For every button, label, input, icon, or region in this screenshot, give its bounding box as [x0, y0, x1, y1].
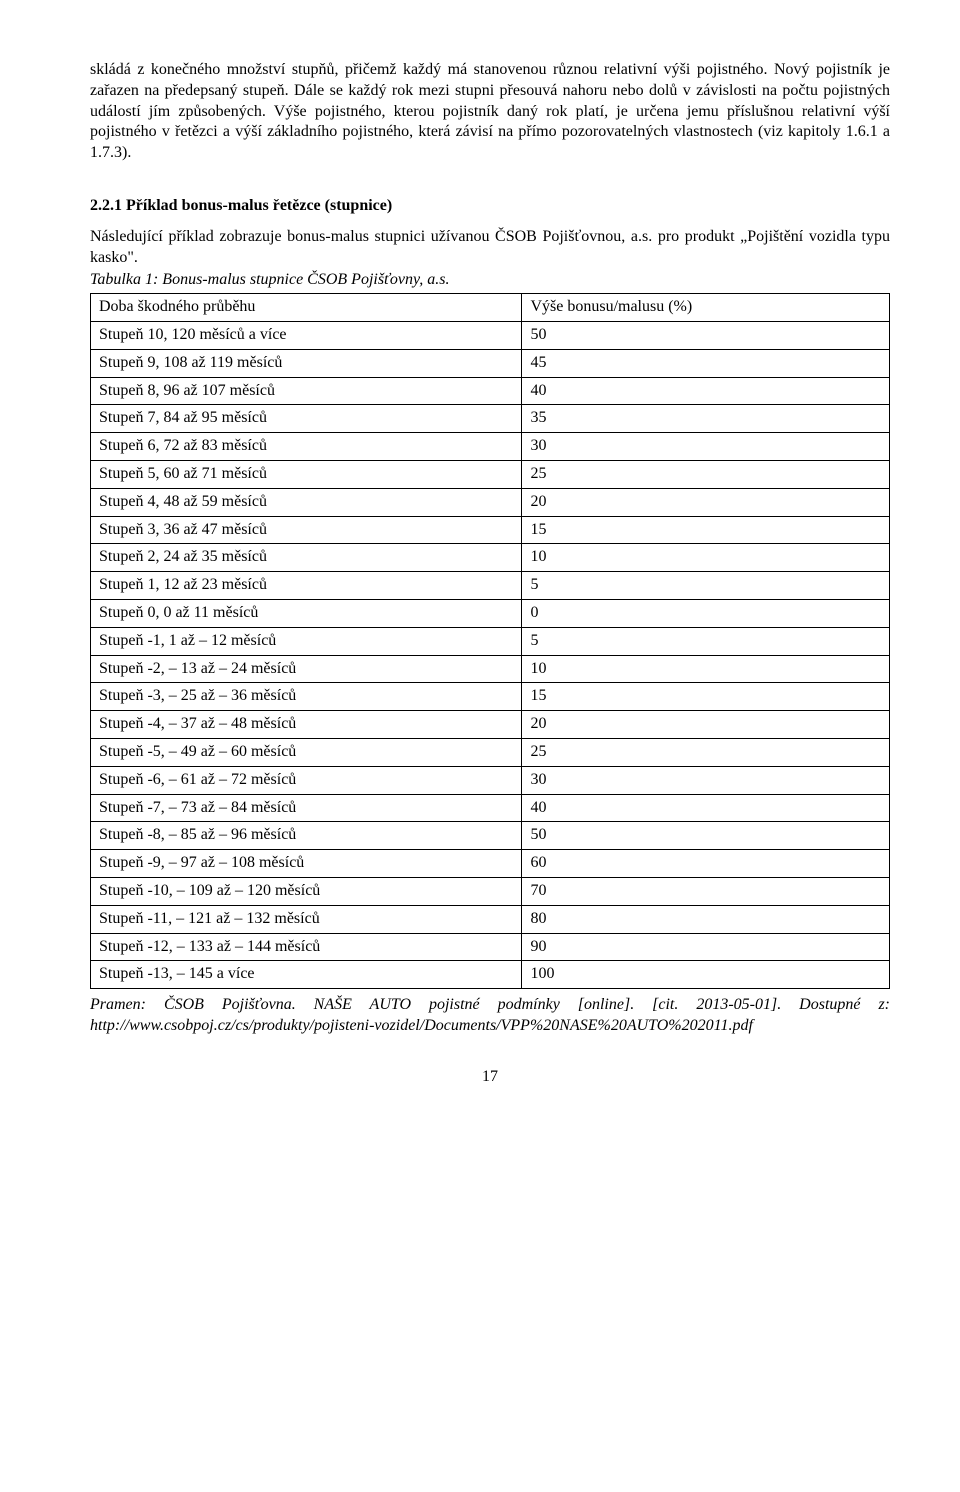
table-cell-value: 0	[522, 599, 890, 627]
table-cell-period: Stupeň 6, 72 až 83 měsíců	[91, 433, 522, 461]
table-cell-period: Stupeň 9, 108 až 119 měsíců	[91, 349, 522, 377]
table-cell-period: Stupeň 2, 24 až 35 měsíců	[91, 544, 522, 572]
table-row: Stupeň -1, 1 až – 12 měsíců5	[91, 627, 890, 655]
table-cell-value: 15	[522, 516, 890, 544]
page-number: 17	[90, 1067, 890, 1088]
table-cell-value: 90	[522, 933, 890, 961]
table-cell-value: 25	[522, 738, 890, 766]
table-cell-period: Stupeň -5, – 49 až – 60 měsíců	[91, 738, 522, 766]
table-cell-period: Stupeň 4, 48 až 59 měsíců	[91, 488, 522, 516]
table-cell-value: 60	[522, 850, 890, 878]
table-header-value: Výše bonusu/malusu (%)	[522, 294, 890, 322]
table-cell-period: Stupeň -13, – 145 a více	[91, 961, 522, 989]
table-caption: Tabulka 1: Bonus-malus stupnice ČSOB Poj…	[90, 270, 890, 291]
intro-paragraph: skládá z konečného množství stupňů, přič…	[90, 60, 890, 164]
table-cell-period: Stupeň -8, – 85 až – 96 měsíců	[91, 822, 522, 850]
table-cell-period: Stupeň 5, 60 až 71 měsíců	[91, 460, 522, 488]
table-cell-value: 5	[522, 627, 890, 655]
table-row: Stupeň -7, – 73 až – 84 měsíců40	[91, 794, 890, 822]
table-cell-value: 10	[522, 544, 890, 572]
table-cell-value: 30	[522, 433, 890, 461]
table-cell-period: Stupeň -12, – 133 až – 144 měsíců	[91, 933, 522, 961]
table-cell-period: Stupeň -1, 1 až – 12 měsíců	[91, 627, 522, 655]
table-cell-period: Stupeň 1, 12 až 23 měsíců	[91, 572, 522, 600]
table-cell-value: 70	[522, 877, 890, 905]
table-cell-value: 20	[522, 711, 890, 739]
table-cell-period: Stupeň 7, 84 až 95 měsíců	[91, 405, 522, 433]
table-row: Stupeň -3, – 25 až – 36 měsíců15	[91, 683, 890, 711]
table-row: Stupeň 10, 120 měsíců a více50	[91, 321, 890, 349]
table-cell-period: Stupeň -3, – 25 až – 36 měsíců	[91, 683, 522, 711]
table-row: Stupeň 1, 12 až 23 měsíců5	[91, 572, 890, 600]
table-cell-period: Stupeň -2, – 13 až – 24 měsíců	[91, 655, 522, 683]
table-row: Stupeň 0, 0 až 11 měsíců0	[91, 599, 890, 627]
table-cell-period: Stupeň 0, 0 až 11 měsíců	[91, 599, 522, 627]
table-row: Stupeň -10, – 109 až – 120 měsíců70	[91, 877, 890, 905]
table-cell-value: 15	[522, 683, 890, 711]
table-row: Stupeň -12, – 133 až – 144 měsíců90	[91, 933, 890, 961]
table-cell-period: Stupeň -7, – 73 až – 84 měsíců	[91, 794, 522, 822]
table-cell-value: 45	[522, 349, 890, 377]
table-row: Stupeň 8, 96 až 107 měsíců40	[91, 377, 890, 405]
table-cell-value: 20	[522, 488, 890, 516]
table-row: Stupeň 5, 60 až 71 měsíců25	[91, 460, 890, 488]
table-cell-value: 5	[522, 572, 890, 600]
table-cell-period: Stupeň 3, 36 až 47 měsíců	[91, 516, 522, 544]
table-cell-value: 35	[522, 405, 890, 433]
citation: Pramen: ČSOB Pojišťovna. NAŠE AUTO pojis…	[90, 995, 890, 1037]
table-cell-value: 50	[522, 822, 890, 850]
table-row: Stupeň 3, 36 až 47 měsíců15	[91, 516, 890, 544]
table-header-period: Doba škodného průběhu	[91, 294, 522, 322]
table-cell-period: Stupeň -9, – 97 až – 108 měsíců	[91, 850, 522, 878]
section-heading: 2.2.1 Příklad bonus-malus řetězce (stupn…	[90, 196, 890, 217]
table-row: Stupeň -9, – 97 až – 108 měsíců60	[91, 850, 890, 878]
table-cell-value: 50	[522, 321, 890, 349]
table-cell-value: 40	[522, 377, 890, 405]
table-row: Stupeň 4, 48 až 59 měsíců20	[91, 488, 890, 516]
table-cell-value: 10	[522, 655, 890, 683]
table-row: Stupeň -4, – 37 až – 48 měsíců20	[91, 711, 890, 739]
table-row: Stupeň -11, – 121 až – 132 měsíců80	[91, 905, 890, 933]
example-intro: Následující příklad zobrazuje bonus-malu…	[90, 227, 890, 269]
table-cell-period: Stupeň 10, 120 měsíců a více	[91, 321, 522, 349]
table-cell-value: 30	[522, 766, 890, 794]
table-row: Stupeň 6, 72 až 83 měsíců30	[91, 433, 890, 461]
table-row: Stupeň -13, – 145 a více100	[91, 961, 890, 989]
bonus-malus-table: Doba škodného průběhuVýše bonusu/malusu …	[90, 293, 890, 989]
table-cell-period: Stupeň -6, – 61 až – 72 měsíců	[91, 766, 522, 794]
table-row: Stupeň 2, 24 až 35 měsíců10	[91, 544, 890, 572]
table-row: Stupeň -5, – 49 až – 60 měsíců25	[91, 738, 890, 766]
table-cell-value: 80	[522, 905, 890, 933]
table-row: Stupeň -2, – 13 až – 24 měsíců10	[91, 655, 890, 683]
table-row: Stupeň -6, – 61 až – 72 měsíců30	[91, 766, 890, 794]
table-cell-value: 40	[522, 794, 890, 822]
table-cell-value: 100	[522, 961, 890, 989]
table-cell-period: Stupeň 8, 96 až 107 měsíců	[91, 377, 522, 405]
table-row: Stupeň -8, – 85 až – 96 měsíců50	[91, 822, 890, 850]
table-cell-value: 25	[522, 460, 890, 488]
table-cell-period: Stupeň -4, – 37 až – 48 měsíců	[91, 711, 522, 739]
table-cell-period: Stupeň -11, – 121 až – 132 měsíců	[91, 905, 522, 933]
table-row: Stupeň 9, 108 až 119 měsíců45	[91, 349, 890, 377]
table-cell-period: Stupeň -10, – 109 až – 120 měsíců	[91, 877, 522, 905]
table-row: Stupeň 7, 84 až 95 měsíců35	[91, 405, 890, 433]
